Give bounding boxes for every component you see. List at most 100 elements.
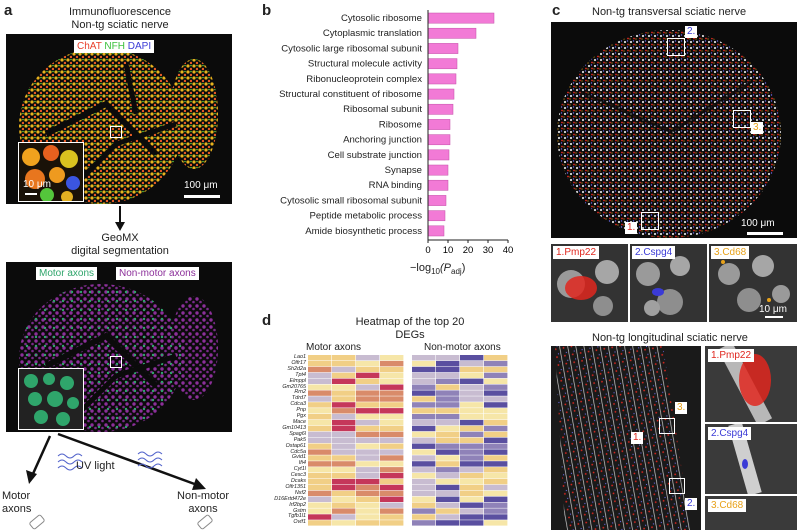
heatmap-cell: [308, 384, 332, 390]
segmentation-inset-cells: [24, 373, 79, 426]
heatmap-cell: [412, 467, 436, 473]
heatmap-cell: [356, 520, 380, 526]
heatmap-cell: [308, 372, 332, 379]
motor-output-line1: Motor: [2, 490, 31, 502]
inset-pmp22: 1.Pmp22: [551, 244, 628, 322]
heatmap-cell: [332, 496, 356, 502]
heatmap-cell: [436, 520, 460, 526]
motor-output-line2: axons: [2, 503, 32, 515]
heatmap-cell: [436, 390, 460, 396]
heatmap-cell: [484, 478, 508, 485]
heatmap-cell: [460, 508, 484, 514]
heatmap-cell: [356, 425, 380, 432]
heatmap-cell: [356, 508, 380, 514]
heatmap-cell: [460, 496, 484, 502]
heatmap-cell: [380, 414, 404, 420]
panel-a-title-line2: Non-tg sciatic nerve: [71, 19, 169, 31]
heatmap-cell: [332, 366, 356, 373]
long-zoom-box-3-label: 3.: [675, 402, 688, 414]
heatmap-cell: [460, 390, 484, 396]
heatmap-cell: [332, 384, 356, 390]
heatmap-cell: [412, 473, 436, 479]
heatmap-cell: [412, 437, 436, 443]
heatmap-cell: [356, 355, 380, 361]
category-label: Cytosolic large ribosomal subunit: [281, 43, 422, 54]
heatmap-cell: [484, 490, 508, 497]
heatmap-cell: [356, 437, 380, 443]
heatmap-cell: [308, 396, 332, 402]
heatmap-cell: [332, 473, 356, 479]
heatmap-grid: [308, 355, 508, 526]
longitudinal-title: Non-tg longitudinal sciatic nerve: [592, 332, 748, 344]
immunofluorescence-image: ChAT NFH DAPI 10 μm 100 μm: [6, 34, 232, 204]
heatmap-cell: [380, 396, 404, 402]
heatmap-cell: [436, 514, 460, 520]
heatmap-cell: [308, 419, 332, 426]
category-label: Peptide metabolic process: [309, 211, 422, 222]
heatmap-cell: [484, 449, 508, 455]
heatmap-cell: [308, 484, 332, 491]
heatmap-cell: [380, 390, 404, 396]
heatmap-cell: [332, 360, 356, 367]
heatmap-cell: [308, 473, 332, 479]
heatmap-cell: [436, 443, 460, 449]
heatmap-cell: [308, 455, 332, 461]
heatmap-cell: [380, 514, 404, 520]
category-label: Ribosome: [379, 119, 422, 130]
zoom-box-1-label: 1.: [625, 222, 638, 234]
heatmap-cell: [484, 360, 508, 367]
nonmotor-output-line1: Non-motor: [177, 490, 229, 502]
heatmap-cell: [356, 414, 380, 420]
heatmap-cell: [380, 508, 404, 514]
heatmap-cell: [436, 496, 460, 502]
heatmap-cell: [380, 372, 404, 379]
heatmap-cell: [460, 443, 484, 449]
if-inset-scalebar: [25, 193, 37, 195]
zoom-box-3-label: 3.: [751, 122, 764, 134]
heatmap-cell: [412, 402, 436, 408]
heatmap-cell: [484, 396, 508, 402]
category-label: Cytoplasmic translation: [323, 28, 422, 39]
geomx-title-line1: GeoMX: [101, 232, 139, 244]
heatmap-title: Heatmap of the top 20 DEGs: [330, 316, 490, 342]
heatmap-cell: [332, 455, 356, 461]
heatmap-cell: [484, 461, 508, 467]
panel-a-label: a: [4, 2, 13, 19]
heatmap-cell: [436, 478, 460, 485]
gene-label: Gm10413: [282, 424, 306, 431]
heatmap-group-motor: Motor axons: [306, 342, 362, 353]
heatmap-cell: [412, 396, 436, 402]
heatmap-cell: [460, 490, 484, 497]
heatmap-cell: [460, 355, 484, 361]
inset-scale-label: 10 μm: [759, 304, 787, 315]
zoom-box: [110, 126, 122, 138]
heatmap-cell: [460, 360, 484, 367]
heatmap-cell: [332, 372, 356, 379]
uv-light-label: UV light: [76, 460, 115, 472]
gene-label: Cesc3: [290, 472, 306, 479]
heatmap-cell: [436, 467, 460, 473]
heatmap-cell: [332, 390, 356, 396]
heatmap-cell: [356, 449, 380, 455]
heatmap-cell: [308, 360, 332, 367]
panel-a-title-line1: Immunofluorescence: [68, 6, 172, 18]
heatmap-cell: [484, 366, 508, 373]
bar: [427, 149, 450, 161]
heatmap-cell: [412, 443, 436, 449]
geomx-title: GeoMX digital segmentation: [40, 232, 200, 258]
heatmap-cell: [484, 484, 508, 491]
inset-pmp22-cells: [557, 260, 619, 316]
stain-nfh: NFH: [104, 41, 125, 52]
heatmap-cell: [356, 402, 380, 408]
heatmap-cell: [484, 514, 508, 520]
x-tick-label: 10: [443, 245, 454, 256]
bar: [427, 58, 458, 70]
inset-cd68: 3.Cd68 10 μm: [709, 244, 797, 322]
gene-label: Gvid1: [291, 454, 306, 461]
heatmap-cell: [308, 431, 332, 438]
bar: [427, 119, 451, 130]
gene-label: Irf2bp2: [289, 501, 306, 508]
heatmap-cell: [332, 508, 356, 514]
transversal-nerve-image: 2. 3. 1. 100 μm: [551, 22, 797, 238]
heatmap-cell: [332, 514, 356, 520]
